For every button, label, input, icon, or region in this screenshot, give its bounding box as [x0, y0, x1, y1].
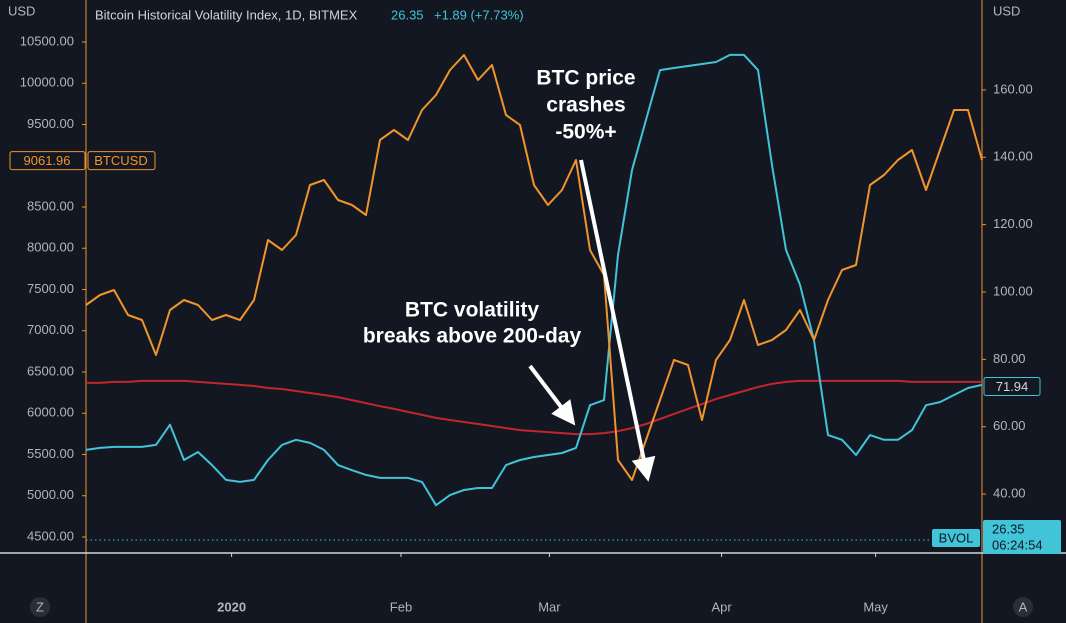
last-value-box [983, 520, 1061, 555]
series-tag-box [87, 151, 156, 171]
plot [85, 53, 983, 541]
y-tick-label: 7500.00 [27, 281, 74, 296]
arrow [579, 159, 656, 482]
corner-button-label[interactable]: Z [36, 599, 44, 614]
series-tag: BTCUSD [94, 153, 147, 168]
price-label-box [983, 376, 1041, 396]
y2-tick-label: 140.00 [993, 149, 1033, 164]
series-line [86, 379, 982, 436]
y-unit: USD [8, 3, 35, 18]
y-tick-label: 6500.00 [27, 363, 74, 378]
y-tick-label: 8000.00 [27, 240, 74, 255]
y-tick-label: 6000.00 [27, 405, 74, 420]
y2-tick-label: 80.00 [993, 351, 1026, 366]
y2-tick-label: 40.00 [993, 486, 1026, 501]
x-tick-label: 2020 [217, 599, 246, 614]
chart-title: Bitcoin Historical Volatility Index, 1D,… [95, 7, 358, 22]
y2-unit: USD [993, 3, 1020, 18]
y-tick-label: 7000.00 [27, 322, 74, 337]
corner-button[interactable] [30, 597, 50, 617]
corner-button-label[interactable]: A [1019, 599, 1028, 614]
y-tick-label: 8500.00 [27, 198, 74, 213]
y2-tick-label: 160.00 [993, 81, 1033, 96]
y2-tick-label: 120.00 [993, 216, 1033, 231]
y-tick-label: 10000.00 [20, 75, 74, 90]
y-tick-label: 9500.00 [27, 116, 74, 131]
x-tick-label: Feb [390, 599, 412, 614]
last-value-label: 26.35 [992, 521, 1025, 536]
x-tick-label: May [863, 599, 888, 614]
series-tag: BVOL [939, 530, 974, 545]
annotation: BTC volatility [405, 299, 540, 322]
last-value: 26.35 [391, 7, 424, 22]
y-tick-label: 4500.00 [27, 528, 74, 543]
price-label: 9061.96 [24, 153, 71, 168]
change: +1.89 (+7.73%) [434, 7, 524, 22]
series-line [85, 53, 983, 507]
price-label-box [9, 151, 86, 171]
price-label: 71.94 [996, 379, 1029, 394]
corner-button[interactable] [1013, 597, 1033, 617]
series-line [85, 54, 983, 481]
annotation: -50%+ [555, 121, 616, 144]
y-tick-label: 10500.00 [20, 33, 74, 48]
last-time-label: 06:24:54 [992, 537, 1043, 552]
x-tick-label: Apr [711, 599, 732, 614]
y2-tick-label: 60.00 [993, 418, 1026, 433]
arrow [528, 364, 576, 426]
y-tick-label: 5000.00 [27, 487, 74, 502]
series-tag-box [932, 529, 980, 548]
annotation: BTC price [536, 67, 635, 90]
annotation: breaks above 200-day [363, 325, 582, 348]
y-tick-label: 5500.00 [27, 446, 74, 461]
y2-tick-label: 100.00 [993, 283, 1033, 298]
x-tick-label: Mar [538, 599, 561, 614]
annotation: crashes [546, 94, 625, 117]
